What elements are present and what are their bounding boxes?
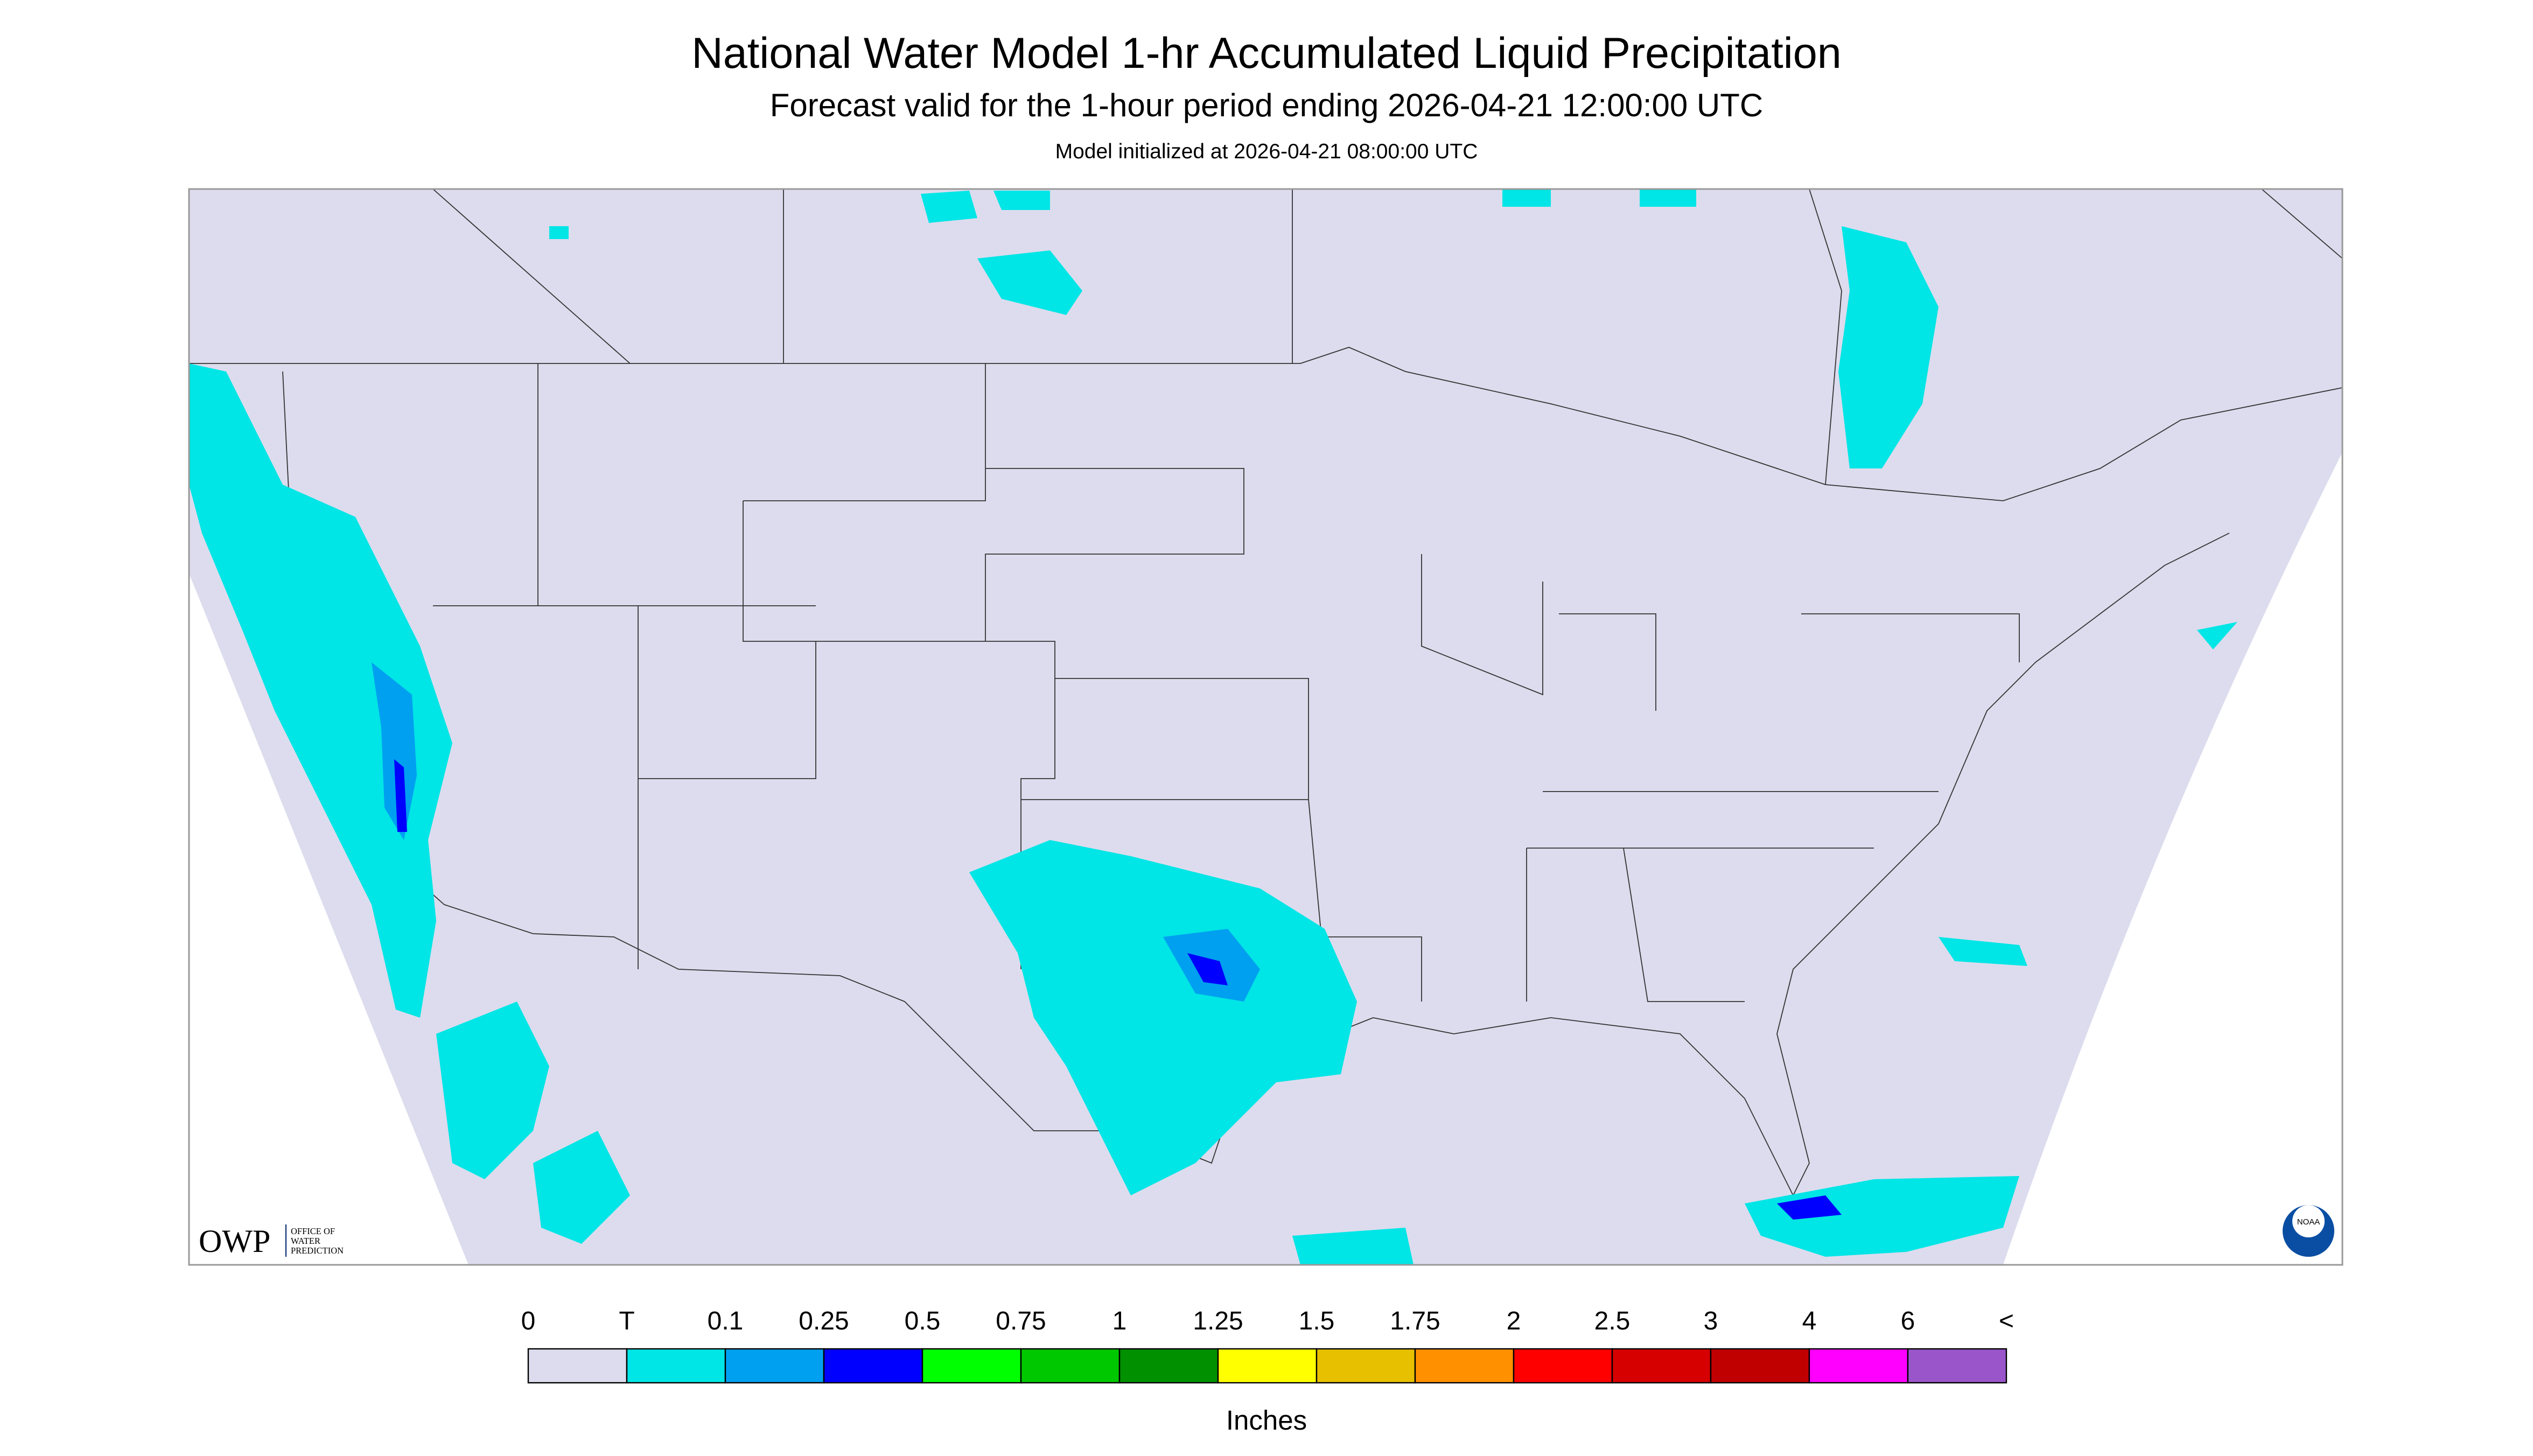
- legend-swatch: [823, 1348, 923, 1384]
- legend-label: <: [1999, 1307, 2014, 1335]
- init-time: Model initialized at 2026-04-21 08:00:00…: [1055, 140, 1478, 163]
- legend-label: T: [619, 1307, 634, 1335]
- legend-swatch: [724, 1348, 825, 1384]
- legend-swatch: [1513, 1348, 1613, 1384]
- legend-label: 2.5: [1594, 1307, 1631, 1335]
- owp-office-line: OFFICE OF: [291, 1226, 335, 1236]
- legend-label: 4: [1802, 1307, 1817, 1335]
- legend-swatch: [1020, 1348, 1121, 1384]
- legend-label: 0.5: [905, 1307, 941, 1335]
- legend-label: 0: [521, 1307, 536, 1335]
- legend-unit: Inches: [1226, 1405, 1307, 1436]
- legend-label: 0.75: [996, 1307, 1046, 1335]
- legend-label: 0.1: [708, 1307, 744, 1335]
- noaa-logo-inner: [2292, 1205, 2325, 1238]
- title: National Water Model 1-hr Accumulated Li…: [691, 29, 1842, 78]
- legend-label: 1.25: [1193, 1307, 1243, 1335]
- legend-label: 1.5: [1299, 1307, 1335, 1335]
- map: OWP OFFICE OF WATER PREDICTION NOAA: [188, 188, 2343, 1266]
- legend-swatch: [1414, 1348, 1515, 1384]
- legend-swatch: [626, 1348, 726, 1384]
- precipitation: [189, 189, 2237, 1265]
- legend-label: 6: [1901, 1307, 1915, 1335]
- legend: 0 T 0.1 0.25 0.5 0.75 1 1.25 1.5 1.75 2 2.5 3 4 6 <: [521, 1307, 2014, 1384]
- map-frame: [188, 188, 2343, 1266]
- legend-swatch: [1611, 1348, 1712, 1384]
- noaa-logo-text: NOAA: [2297, 1217, 2320, 1227]
- legend-swatch: [1316, 1348, 1416, 1384]
- owp-office-line: WATER: [291, 1236, 320, 1246]
- legend-swatch: [527, 1348, 628, 1384]
- owp-office-line: PREDICTION: [291, 1245, 344, 1256]
- legend-label: 0.25: [799, 1307, 849, 1335]
- subtitle: Forecast valid for the 1-hour period end…: [770, 87, 1763, 123]
- legend-swatch: [1118, 1348, 1219, 1384]
- legend-swatch: [1217, 1348, 1318, 1384]
- legend-swatch: [1907, 1348, 2007, 1384]
- legend-swatch: [1808, 1348, 1909, 1384]
- legend-swatch: [921, 1348, 1022, 1384]
- model-domain: [189, 189, 2342, 1265]
- legend-label: 3: [1704, 1307, 1718, 1335]
- legend-swatch: [1710, 1348, 1810, 1384]
- legend-label: 1: [1112, 1307, 1127, 1335]
- owp-logo: OWP: [199, 1223, 270, 1259]
- legend-label: 2: [1507, 1307, 1521, 1335]
- legend-label: 1.75: [1390, 1307, 1440, 1335]
